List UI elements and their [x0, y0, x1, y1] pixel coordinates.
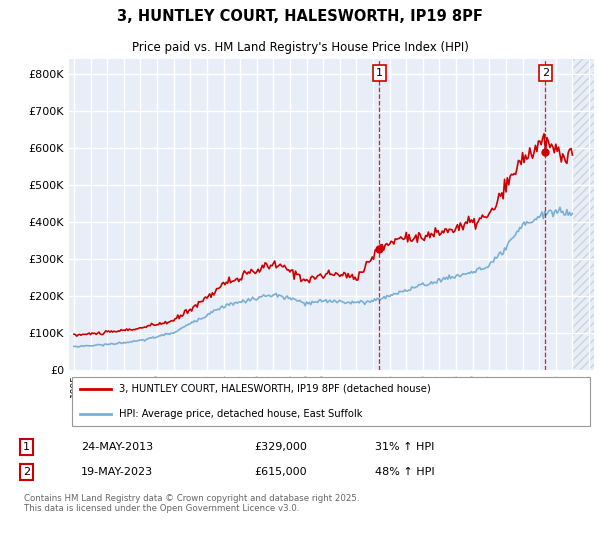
Bar	[572, 59, 594, 370]
Text: 1: 1	[376, 68, 383, 78]
Text: HPI: Average price, detached house, East Suffolk: HPI: Average price, detached house, East…	[119, 408, 362, 418]
FancyBboxPatch shape	[71, 377, 590, 426]
Text: 2: 2	[23, 467, 30, 477]
Text: 24-MAY-2013: 24-MAY-2013	[81, 442, 153, 452]
Text: 3, HUNTLEY COURT, HALESWORTH, IP19 8PF: 3, HUNTLEY COURT, HALESWORTH, IP19 8PF	[117, 9, 483, 24]
Text: Price paid vs. HM Land Registry's House Price Index (HPI): Price paid vs. HM Land Registry's House …	[131, 41, 469, 54]
Text: Contains HM Land Registry data © Crown copyright and database right 2025.
This d: Contains HM Land Registry data © Crown c…	[23, 494, 359, 514]
Text: 3, HUNTLEY COURT, HALESWORTH, IP19 8PF (detached house): 3, HUNTLEY COURT, HALESWORTH, IP19 8PF (…	[119, 384, 431, 394]
Text: 2: 2	[542, 68, 549, 78]
Text: 19-MAY-2023: 19-MAY-2023	[81, 467, 153, 477]
Text: 1: 1	[23, 442, 30, 452]
Text: 31% ↑ HPI: 31% ↑ HPI	[375, 442, 434, 452]
Bar	[572, 59, 594, 370]
Text: 48% ↑ HPI: 48% ↑ HPI	[375, 467, 434, 477]
Text: £329,000: £329,000	[254, 442, 307, 452]
Text: £615,000: £615,000	[254, 467, 307, 477]
